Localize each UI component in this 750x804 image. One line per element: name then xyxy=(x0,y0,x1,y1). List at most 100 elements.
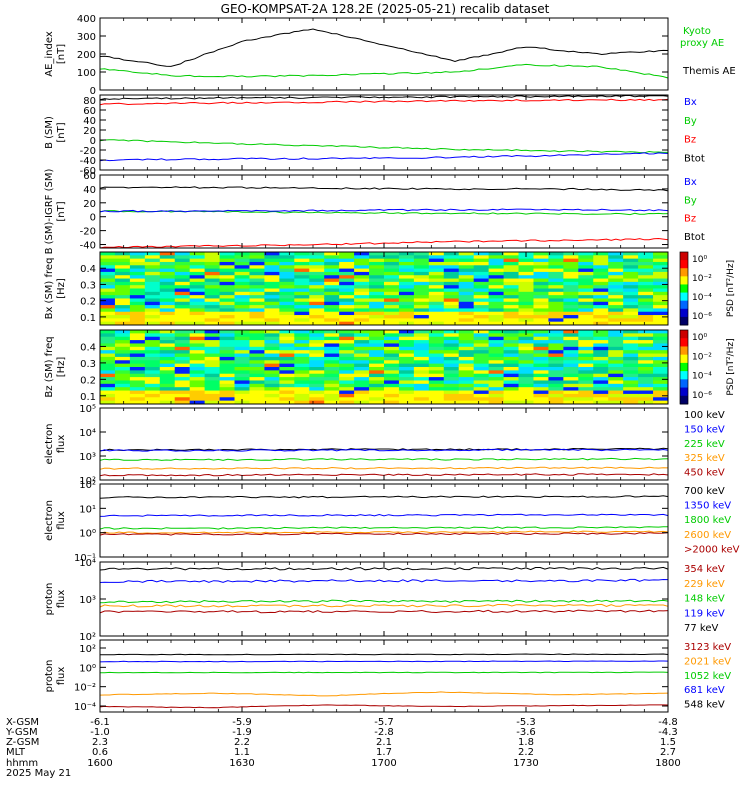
heatmap-cell xyxy=(518,288,534,293)
heatmap-cell xyxy=(533,356,549,361)
heatmap-cell xyxy=(384,321,400,326)
heatmap-cell xyxy=(279,370,295,375)
heatmap-cell xyxy=(189,315,206,319)
heatmap-cell xyxy=(548,315,564,319)
heatmap-cell xyxy=(234,380,250,385)
heatmap-cell xyxy=(473,393,490,398)
heatmap-cell xyxy=(623,336,639,341)
heatmap-cell xyxy=(413,370,430,375)
heatmap-cell xyxy=(144,311,161,316)
heatmap-cell xyxy=(279,268,295,273)
heatmap-cell xyxy=(578,275,594,280)
heatmap-cell xyxy=(279,298,295,303)
heatmap-cell xyxy=(593,363,609,368)
heatmap-cell xyxy=(159,298,176,303)
heatmap-cell xyxy=(159,265,176,270)
ephemeris-row-label: 2025 May 21 xyxy=(6,768,71,779)
heatmap-cell xyxy=(174,318,191,323)
colorbar-segment xyxy=(680,330,688,339)
heatmap-cell xyxy=(129,301,146,306)
heatmap-cell xyxy=(100,301,116,306)
heatmap-cell xyxy=(563,333,579,338)
heatmap-cell xyxy=(428,340,445,344)
heatmap-cell xyxy=(309,380,325,385)
heatmap-cell xyxy=(219,271,236,276)
heatmap-cell xyxy=(384,308,400,313)
heatmap-cell xyxy=(533,353,549,358)
heatmap-cell xyxy=(593,356,609,361)
heatmap-cell xyxy=(204,380,221,385)
heatmap-cell xyxy=(653,288,669,293)
heatmap-cell xyxy=(294,373,310,378)
heatmap-cell xyxy=(638,318,654,323)
heatmap-cell xyxy=(473,346,490,351)
heatmap-cell xyxy=(249,336,265,341)
heatmap-cell xyxy=(608,268,624,273)
heatmap-cell xyxy=(114,258,131,263)
heatmap-cell xyxy=(189,295,206,299)
heatmap-cell xyxy=(458,367,475,371)
heatmap-cell xyxy=(309,363,325,368)
heatmap-cell xyxy=(309,350,325,355)
ephemeris-value: -5.7 xyxy=(374,717,394,728)
heatmap-cell xyxy=(458,387,475,392)
heatmap-cell xyxy=(608,261,624,266)
heatmap-cell xyxy=(578,281,594,286)
heatmap-cell xyxy=(234,336,250,341)
heatmap-cell xyxy=(563,298,579,303)
colorbar-segment xyxy=(680,260,688,269)
heatmap-cell xyxy=(503,336,520,341)
heatmap-cell xyxy=(204,301,221,306)
heatmap-cell xyxy=(533,258,549,263)
legend-entry: 119 keV xyxy=(684,608,725,619)
heatmap-cell xyxy=(219,252,236,256)
heatmap-cell xyxy=(369,400,385,405)
heatmap-cell xyxy=(413,330,430,334)
heatmap-cell xyxy=(608,373,624,378)
heatmap-cell xyxy=(653,367,669,371)
heatmap-cell xyxy=(159,255,176,260)
heatmap-cell xyxy=(189,321,206,326)
heatmap-cell xyxy=(608,295,624,299)
y-axis-label: flux xyxy=(56,511,67,530)
heatmap-cell xyxy=(413,377,430,381)
legend-entry: 1350 keV xyxy=(684,501,731,512)
heatmap-cell xyxy=(144,373,161,378)
heatmap-cell xyxy=(653,387,669,392)
heatmap-cell xyxy=(413,367,430,371)
heatmap-cell xyxy=(174,353,191,358)
heatmap-cell xyxy=(234,346,250,351)
heatmap-cell xyxy=(100,350,116,355)
heatmap-cell xyxy=(578,311,594,316)
heatmap-cell xyxy=(294,363,310,368)
heatmap-cell xyxy=(114,393,131,398)
heatmap-cell xyxy=(638,311,654,316)
heatmap-cell xyxy=(458,278,475,283)
heatmap-cell xyxy=(593,252,609,256)
heatmap-cell xyxy=(114,397,131,402)
heatmap-cell xyxy=(578,336,594,341)
heatmap-cell xyxy=(413,343,430,348)
heatmap-cell xyxy=(189,318,206,323)
heatmap-cell xyxy=(129,315,146,319)
heatmap-cell xyxy=(638,333,654,338)
legend-entry: 700 keV xyxy=(684,486,725,497)
heatmap-cell xyxy=(159,367,176,371)
heatmap-cell xyxy=(653,255,669,260)
heatmap-cell xyxy=(384,356,400,361)
heatmap-cell xyxy=(518,305,534,309)
heatmap-cell xyxy=(413,311,430,316)
heatmap-cell xyxy=(638,321,654,326)
heatmap-cell xyxy=(428,387,445,392)
heatmap-cell xyxy=(309,252,325,256)
heatmap-cell xyxy=(443,301,460,306)
heatmap-cell xyxy=(309,397,325,402)
heatmap-cell xyxy=(249,261,265,266)
heatmap-cell xyxy=(384,258,400,263)
heatmap-cell xyxy=(219,333,236,338)
heatmap-cell xyxy=(623,321,639,326)
heatmap-cell xyxy=(593,387,609,392)
heatmap-cell xyxy=(518,308,534,313)
heatmap-cell xyxy=(114,305,131,309)
heatmap-cell xyxy=(533,252,549,256)
